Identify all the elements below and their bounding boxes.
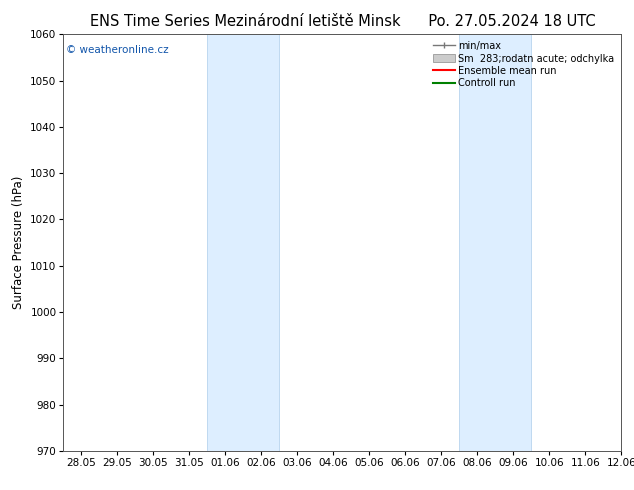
Text: © weatheronline.cz: © weatheronline.cz [66,45,169,55]
Y-axis label: Surface Pressure (hPa): Surface Pressure (hPa) [11,176,25,309]
Legend: min/max, Sm  283;rodatn acute; odchylka, Ensemble mean run, Controll run: min/max, Sm 283;rodatn acute; odchylka, … [431,39,616,90]
Bar [460,34,531,451]
Bar [207,34,280,451]
Title: ENS Time Series Mezinárodní letiště Minsk      Po. 27.05.2024 18 UTC: ENS Time Series Mezinárodní letiště Mins… [89,14,595,29]
